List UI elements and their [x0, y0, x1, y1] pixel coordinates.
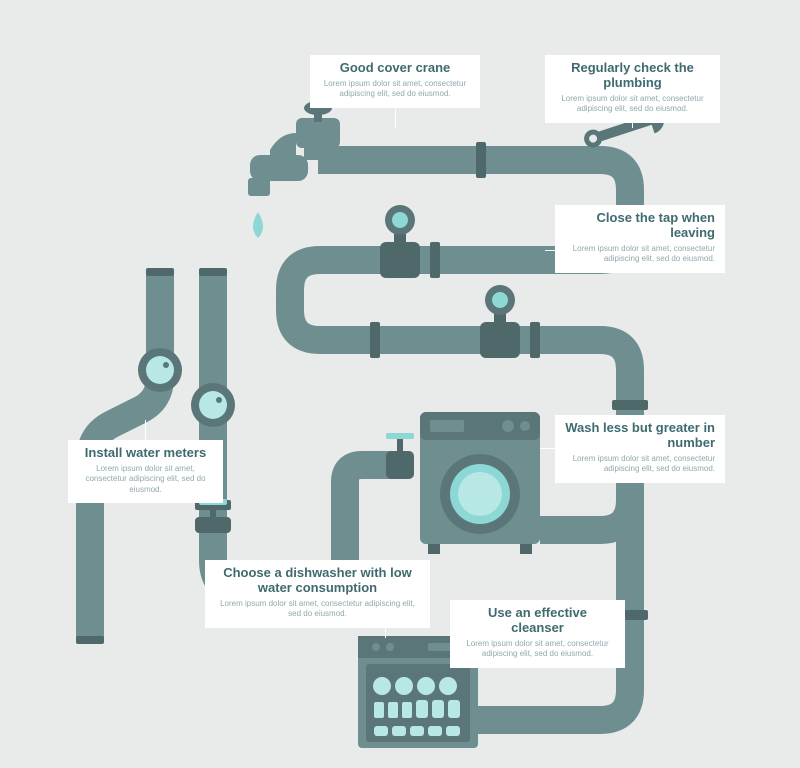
callout-body: Lorem ipsum dolor sit amet, consectetur …	[565, 244, 715, 265]
callout-title: Choose a dishwasher with low water consu…	[215, 566, 420, 596]
callout-title: Install water meters	[78, 446, 213, 461]
callout-title: Close the tap when leaving	[565, 211, 715, 241]
callout-cover-crane: Good cover crane Lorem ipsum dolor sit a…	[310, 55, 480, 108]
callout-body: Lorem ipsum dolor sit amet, consectetur …	[320, 79, 470, 100]
callout-check-plumbing: Regularly check the plumbing Lorem ipsum…	[545, 55, 720, 123]
callout-title: Wash less but greater in number	[565, 421, 715, 451]
washing-machine-icon	[420, 412, 540, 554]
callout-body: Lorem ipsum dolor sit amet, consectetur …	[215, 599, 420, 620]
callout-body: Lorem ipsum dolor sit amet, consectetur …	[565, 454, 715, 475]
leader-line	[145, 420, 146, 440]
callout-body: Lorem ipsum dolor sit amet, consectetur …	[460, 639, 615, 660]
callout-title: Regularly check the plumbing	[555, 61, 710, 91]
callout-cleanser: Use an effective cleanser Lorem ipsum do…	[450, 600, 625, 668]
callout-install-meters: Install water meters Lorem ipsum dolor s…	[68, 440, 223, 503]
callout-close-tap: Close the tap when leaving Lorem ipsum d…	[555, 205, 725, 273]
callout-body: Lorem ipsum dolor sit amet, consectetur …	[555, 94, 710, 115]
callout-dishwasher: Choose a dishwasher with low water consu…	[205, 560, 430, 628]
callout-wash-less: Wash less but greater in number Lorem ip…	[555, 415, 725, 483]
infographic-stage: Good cover crane Lorem ipsum dolor sit a…	[0, 0, 800, 768]
callout-title: Use an effective cleanser	[460, 606, 615, 636]
leader-line	[540, 448, 556, 449]
callout-title: Good cover crane	[320, 61, 470, 76]
callout-body: Lorem ipsum dolor sit amet, consectetur …	[78, 464, 213, 495]
